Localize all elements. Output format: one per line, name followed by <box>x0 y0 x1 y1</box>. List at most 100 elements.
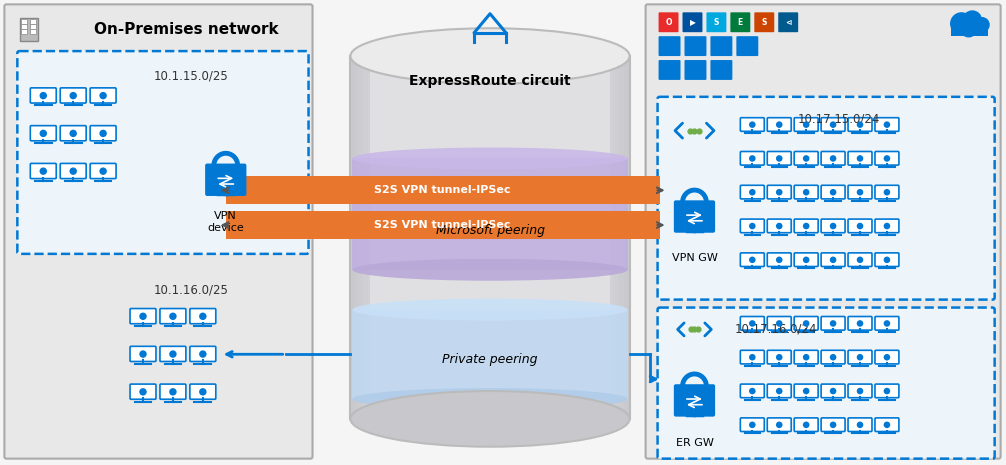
Bar <box>581 56 584 419</box>
Ellipse shape <box>350 391 630 447</box>
FancyBboxPatch shape <box>768 152 791 165</box>
Bar <box>594 56 597 419</box>
Circle shape <box>169 388 177 396</box>
Circle shape <box>857 422 863 428</box>
FancyBboxPatch shape <box>794 185 818 199</box>
FancyBboxPatch shape <box>794 118 818 131</box>
Circle shape <box>39 130 47 137</box>
Circle shape <box>69 167 76 175</box>
Circle shape <box>749 121 756 128</box>
Text: ⊲: ⊲ <box>785 18 792 27</box>
FancyBboxPatch shape <box>875 418 899 432</box>
FancyBboxPatch shape <box>875 219 899 232</box>
Bar <box>30 19 36 24</box>
Bar <box>225 176 660 204</box>
FancyBboxPatch shape <box>740 384 765 398</box>
Bar <box>597 56 600 419</box>
Circle shape <box>100 167 107 175</box>
Circle shape <box>883 320 890 327</box>
FancyBboxPatch shape <box>875 118 899 131</box>
Bar <box>401 56 404 419</box>
Circle shape <box>776 354 783 360</box>
Bar <box>353 56 356 419</box>
Circle shape <box>830 354 836 360</box>
FancyBboxPatch shape <box>659 60 680 80</box>
Text: 10.17.15.0/24: 10.17.15.0/24 <box>798 112 880 125</box>
FancyBboxPatch shape <box>205 164 246 196</box>
FancyBboxPatch shape <box>821 418 845 432</box>
FancyBboxPatch shape <box>821 253 845 266</box>
Circle shape <box>776 223 783 229</box>
FancyBboxPatch shape <box>710 60 732 80</box>
FancyBboxPatch shape <box>794 152 818 165</box>
Circle shape <box>39 167 47 175</box>
FancyBboxPatch shape <box>658 97 995 299</box>
FancyBboxPatch shape <box>684 60 706 80</box>
Circle shape <box>199 312 206 320</box>
Circle shape <box>169 312 177 320</box>
FancyBboxPatch shape <box>160 346 186 361</box>
Bar <box>624 56 627 419</box>
Bar <box>377 56 380 419</box>
Circle shape <box>776 422 783 428</box>
Circle shape <box>883 155 890 162</box>
Bar <box>380 56 383 419</box>
Circle shape <box>830 422 836 428</box>
Bar <box>395 56 398 419</box>
FancyBboxPatch shape <box>848 152 872 165</box>
FancyBboxPatch shape <box>730 13 750 32</box>
Circle shape <box>749 388 756 394</box>
FancyBboxPatch shape <box>659 13 678 32</box>
Circle shape <box>100 130 107 137</box>
Bar <box>356 56 359 419</box>
FancyBboxPatch shape <box>17 51 309 254</box>
Circle shape <box>857 354 863 360</box>
Bar <box>383 56 386 419</box>
FancyBboxPatch shape <box>821 118 845 131</box>
FancyBboxPatch shape <box>768 118 791 131</box>
Bar <box>618 56 621 419</box>
FancyBboxPatch shape <box>794 253 818 266</box>
FancyBboxPatch shape <box>740 418 765 432</box>
Circle shape <box>857 257 863 263</box>
FancyBboxPatch shape <box>30 126 56 141</box>
FancyBboxPatch shape <box>740 152 765 165</box>
Circle shape <box>963 11 982 29</box>
Text: 10.17.16.0/24: 10.17.16.0/24 <box>734 323 817 336</box>
FancyBboxPatch shape <box>190 384 216 399</box>
Circle shape <box>883 388 890 394</box>
Bar <box>621 56 624 419</box>
FancyBboxPatch shape <box>658 307 995 458</box>
FancyBboxPatch shape <box>768 350 791 364</box>
Text: On-Premises network: On-Premises network <box>94 22 279 37</box>
FancyBboxPatch shape <box>706 13 726 32</box>
Circle shape <box>857 155 863 162</box>
FancyBboxPatch shape <box>130 384 156 399</box>
Text: E: E <box>737 18 743 27</box>
Text: Private peering: Private peering <box>443 353 538 366</box>
FancyBboxPatch shape <box>848 384 872 398</box>
FancyBboxPatch shape <box>875 152 899 165</box>
FancyBboxPatch shape <box>848 219 872 232</box>
Circle shape <box>776 155 783 162</box>
FancyBboxPatch shape <box>821 219 845 232</box>
FancyBboxPatch shape <box>754 13 775 32</box>
Ellipse shape <box>352 299 628 320</box>
FancyBboxPatch shape <box>794 418 818 432</box>
Bar <box>359 56 362 419</box>
Bar <box>575 56 578 419</box>
Circle shape <box>830 189 836 195</box>
Bar <box>615 56 618 419</box>
Bar <box>627 56 630 419</box>
Bar <box>600 56 603 419</box>
Bar <box>352 159 628 270</box>
Ellipse shape <box>350 28 630 84</box>
Text: ExpressRoute circuit: ExpressRoute circuit <box>409 74 570 88</box>
Bar <box>588 56 591 419</box>
FancyBboxPatch shape <box>91 163 116 179</box>
FancyBboxPatch shape <box>768 253 791 266</box>
Bar <box>407 56 410 419</box>
Circle shape <box>883 257 890 263</box>
Circle shape <box>830 155 836 162</box>
FancyBboxPatch shape <box>821 317 845 330</box>
